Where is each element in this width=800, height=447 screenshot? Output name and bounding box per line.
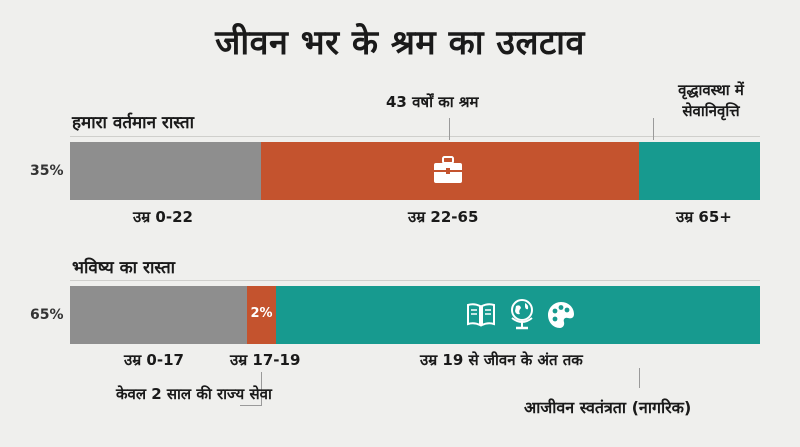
work-duration-label: 43 वर्षों का श्रम xyxy=(386,93,479,111)
page-title: जीवन भर के श्रम का उलटाव xyxy=(215,23,585,63)
age-range-17-19: उम्र 17-19 xyxy=(230,351,301,369)
service-leader-line xyxy=(240,405,262,406)
current-path-label: हमारा वर्तमान रास्ता xyxy=(72,113,194,133)
retirement-label: वृद्धावस्था में सेवानिवृत्ति xyxy=(678,81,744,120)
age-range-0-22: उम्र 0-22 xyxy=(133,208,193,226)
palette-icon xyxy=(546,300,576,330)
age-range-19-to-end: उम्र 19 से जीवन के अंत तक xyxy=(420,351,583,369)
future-timeline-bar: 2% xyxy=(70,286,760,344)
briefcase-icon xyxy=(433,156,463,184)
work-leader-line xyxy=(449,118,450,140)
future-path-label: भविष्य का रास्ता xyxy=(72,258,176,278)
freedom-leader-line xyxy=(639,368,640,388)
service-leader-line xyxy=(261,372,262,406)
age-range-65-plus: उम्र 65+ xyxy=(676,208,732,226)
freedom-note: आजीवन स्वतंत्रता (नागरिक) xyxy=(524,398,692,417)
segment-retirement xyxy=(639,142,760,200)
retirement-leader-line xyxy=(653,118,654,140)
segment-work xyxy=(261,142,639,200)
segment-childhood xyxy=(70,286,247,344)
segment-childhood xyxy=(70,142,261,200)
current-timeline-bar xyxy=(70,142,760,200)
current-percent: 35% xyxy=(30,163,64,179)
age-range-22-65: उम्र 22-65 xyxy=(408,208,479,226)
future-percent: 65% xyxy=(30,307,64,323)
segment-state-service: 2% xyxy=(247,286,276,344)
divider xyxy=(70,280,760,281)
divider xyxy=(70,136,760,137)
segment-freedom xyxy=(276,286,760,344)
state-service-note: केवल 2 साल की राज्य सेवा xyxy=(116,385,272,403)
age-range-0-17: उम्र 0-17 xyxy=(124,351,184,369)
globe-icon xyxy=(508,298,536,330)
book-icon xyxy=(466,301,496,327)
service-percent: 2% xyxy=(250,306,273,321)
